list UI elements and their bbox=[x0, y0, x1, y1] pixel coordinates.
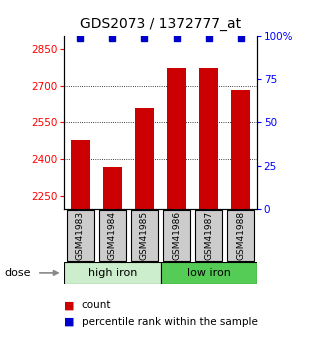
Text: GSM41984: GSM41984 bbox=[108, 211, 117, 260]
Text: count: count bbox=[82, 300, 111, 310]
Text: high iron: high iron bbox=[88, 268, 137, 278]
Text: GSM41988: GSM41988 bbox=[236, 211, 245, 260]
Text: GDS2073 / 1372777_at: GDS2073 / 1372777_at bbox=[80, 17, 241, 31]
Bar bbox=[64, 262, 160, 284]
Text: GSM41983: GSM41983 bbox=[76, 211, 85, 260]
Bar bbox=[99, 210, 126, 261]
Text: ■: ■ bbox=[64, 300, 75, 310]
Bar bbox=[71, 140, 90, 209]
Text: ■: ■ bbox=[64, 317, 75, 326]
Text: GSM41986: GSM41986 bbox=[172, 211, 181, 260]
Bar bbox=[160, 262, 257, 284]
Bar bbox=[195, 210, 222, 261]
Text: GSM41987: GSM41987 bbox=[204, 211, 213, 260]
Bar bbox=[135, 108, 154, 209]
Text: dose: dose bbox=[5, 268, 31, 278]
Bar bbox=[103, 167, 122, 209]
Bar bbox=[167, 68, 186, 209]
Text: percentile rank within the sample: percentile rank within the sample bbox=[82, 317, 258, 326]
Text: low iron: low iron bbox=[187, 268, 230, 278]
Bar bbox=[163, 210, 190, 261]
Bar bbox=[227, 210, 254, 261]
Bar bbox=[231, 90, 250, 209]
Bar bbox=[199, 68, 218, 209]
Bar bbox=[67, 210, 94, 261]
Text: GSM41985: GSM41985 bbox=[140, 211, 149, 260]
Bar bbox=[131, 210, 158, 261]
